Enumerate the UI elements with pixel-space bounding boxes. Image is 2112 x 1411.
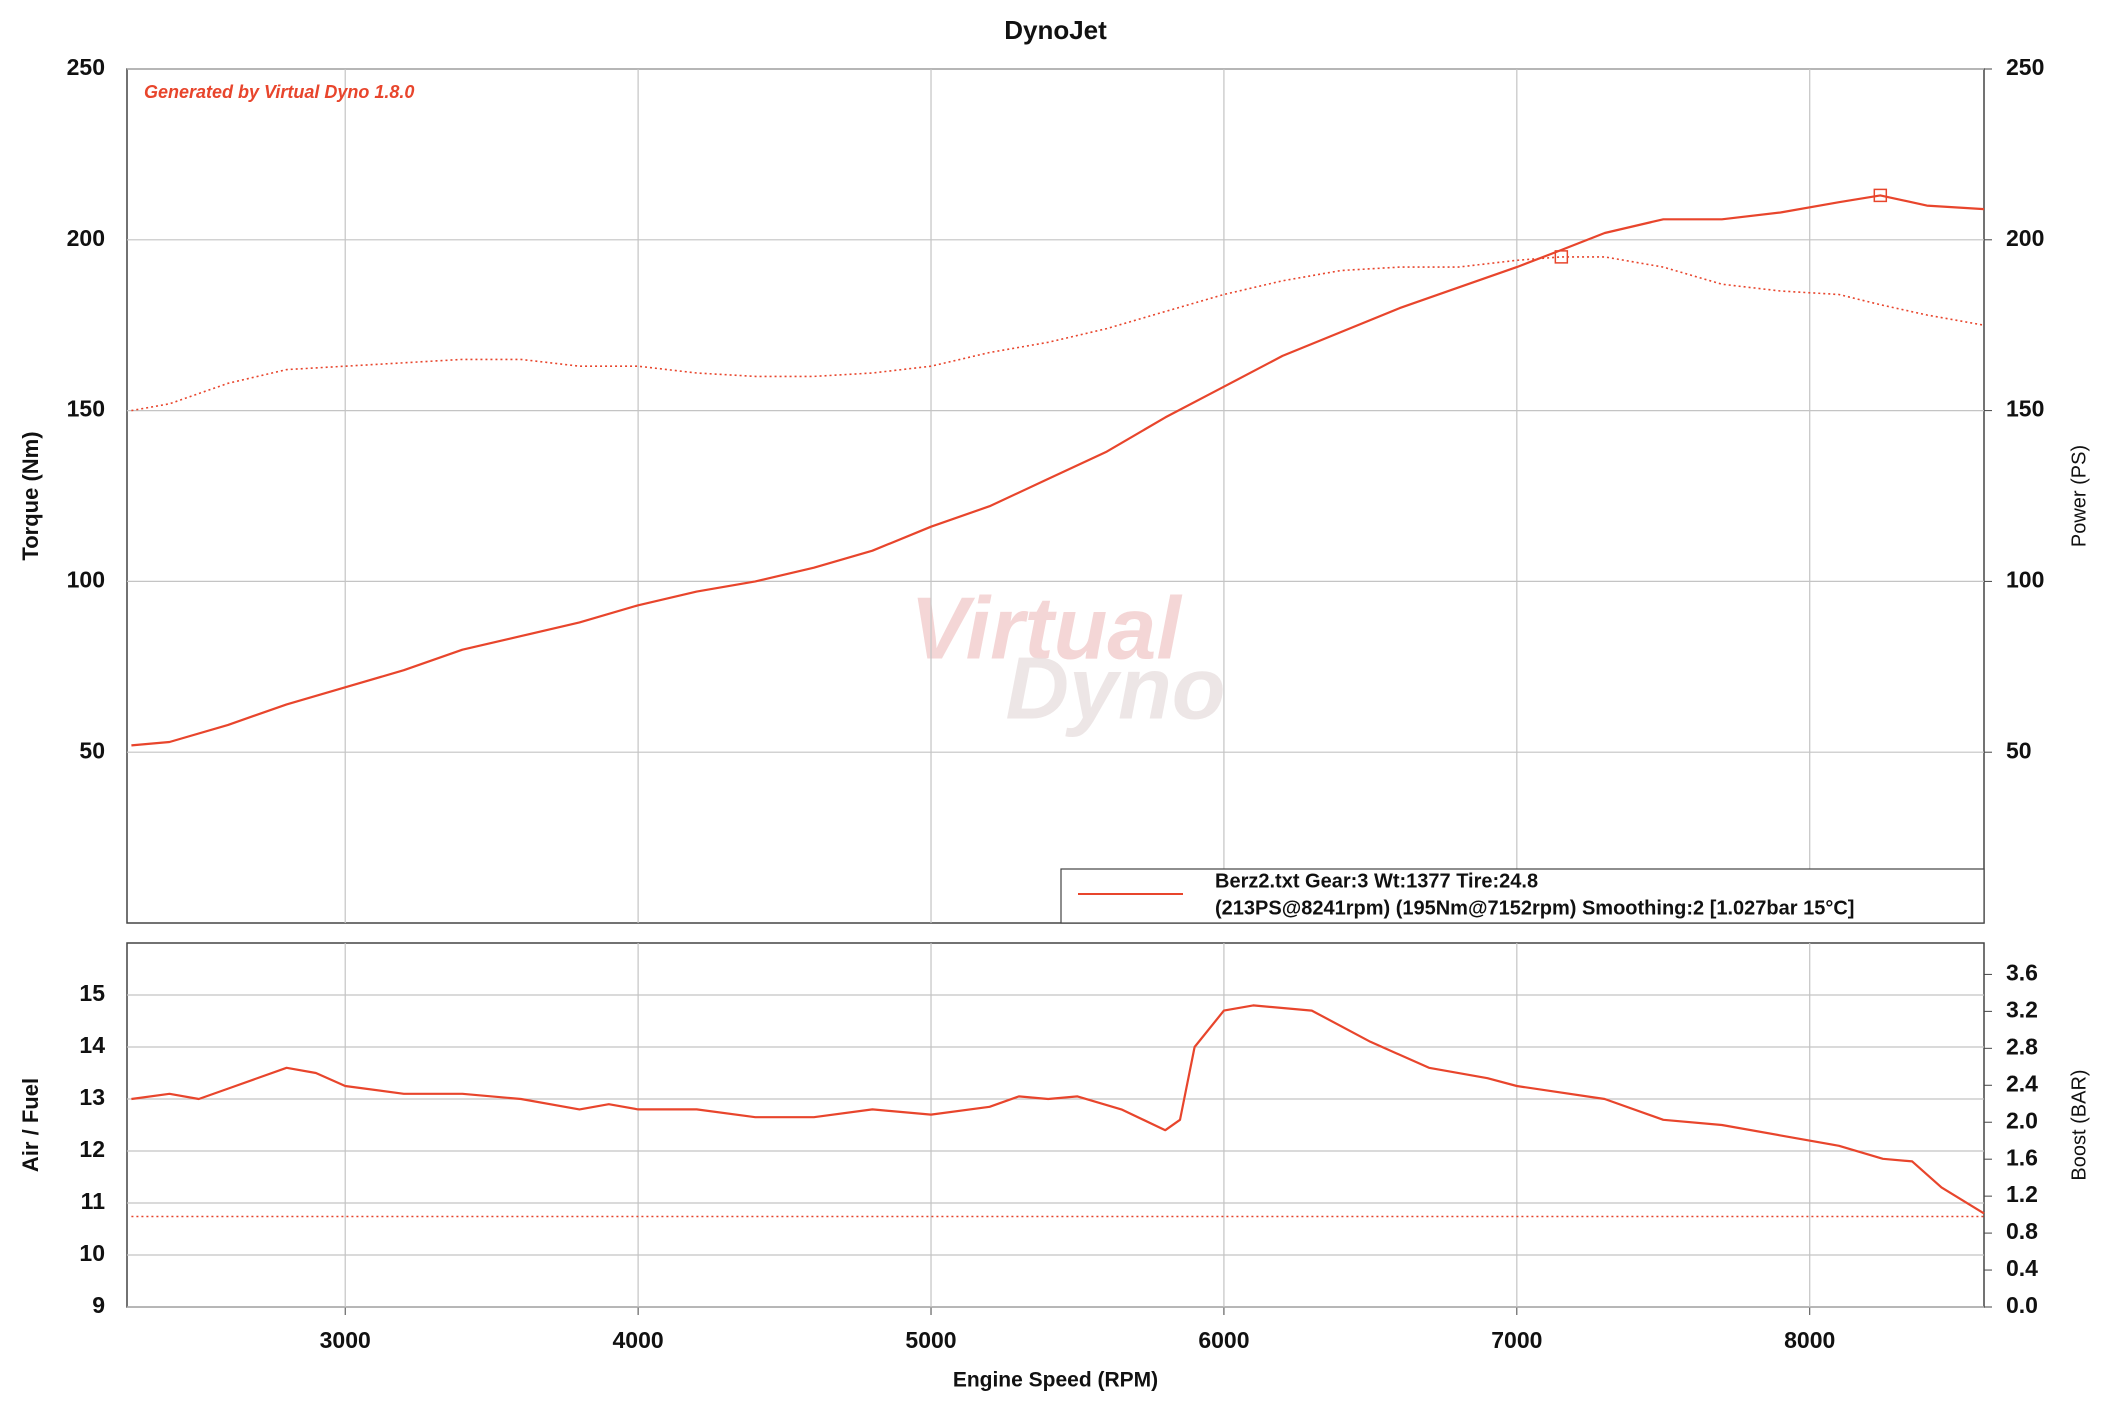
y2-tick-label: 2.4 (2006, 1070, 2038, 1096)
y2-tick-label: 50 (2006, 737, 2032, 763)
y2-tick-label: 250 (2006, 54, 2044, 80)
y-tick-label: 11 (81, 1188, 106, 1214)
y-tick-label: 10 (79, 1240, 105, 1266)
x-tick-label: 6000 (1198, 1327, 1249, 1353)
x-axis-label: Engine Speed (RPM) (953, 1369, 1158, 1392)
series-line (131, 194, 1985, 747)
y2-tick-label: 3.2 (2006, 996, 2038, 1022)
y2-tick-label: 0.0 (2006, 1292, 2038, 1318)
x-tick-label: 7000 (1491, 1327, 1542, 1353)
y2-axis-label: Boost (BAR) (2068, 1069, 2090, 1180)
y-tick-label: 150 (67, 396, 105, 422)
y-axis-label: Torque (Nm) (18, 431, 43, 560)
y-tick-label: 250 (67, 54, 105, 80)
legend-box (1060, 868, 1985, 924)
x-tick-label: 3000 (320, 1327, 371, 1353)
x-tick-label: 4000 (613, 1327, 664, 1353)
y2-tick-label: 0.8 (2006, 1218, 2038, 1244)
y2-tick-label: 200 (2006, 225, 2044, 251)
watermark: Virtual (910, 578, 1182, 677)
plot-frame (126, 68, 1985, 924)
y-tick-label: 12 (79, 1136, 105, 1162)
watermark: Dyno (1006, 638, 1226, 737)
y-axis-label: Air / Fuel (18, 1078, 43, 1172)
plot-frame (126, 942, 1985, 1308)
panel: 3000 4000 5000 6000 7000 8000 9 10 11 12 13 14 15 0.0… (18, 942, 2090, 1392)
y2-tick-label: 1.2 (2006, 1181, 2038, 1207)
y-tick-label: 14 (79, 1032, 105, 1058)
y2-axis-label: Power (PS) (2068, 445, 2090, 547)
y2-tick-label: 3.6 (2006, 959, 2038, 985)
y2-tick-label: 1.6 (2006, 1144, 2038, 1170)
y-tick-label: 13 (79, 1084, 105, 1110)
y2-tick-label: 0.4 (2006, 1255, 2038, 1281)
series-line (131, 256, 1985, 412)
y2-tick-label: 2.0 (2006, 1107, 2038, 1133)
y-tick-label: 15 (79, 980, 105, 1006)
chart-title: DynoJet (1004, 15, 1107, 45)
y-tick-label: 100 (67, 566, 105, 592)
legend-text: Berz2.txt Gear:3 Wt:1377 Tire:24.8 (1215, 870, 1538, 892)
y2-tick-label: 2.8 (2006, 1033, 2038, 1059)
y-tick-label: 9 (92, 1292, 105, 1318)
x-tick-label: 8000 (1784, 1327, 1835, 1353)
peak-marker (1873, 188, 1888, 203)
y2-tick-label: 100 (2006, 566, 2044, 592)
series-line (131, 1004, 1985, 1215)
annotation: Generated by Virtual Dyno 1.8.0 (144, 82, 414, 102)
y-tick-label: 50 (79, 737, 105, 763)
x-tick-label: 5000 (905, 1327, 956, 1353)
y-tick-label: 200 (67, 225, 105, 251)
legend-text: (213PS@8241rpm) (195Nm@7152rpm) Smoothin… (1215, 897, 1854, 919)
y2-tick-label: 150 (2006, 396, 2044, 422)
